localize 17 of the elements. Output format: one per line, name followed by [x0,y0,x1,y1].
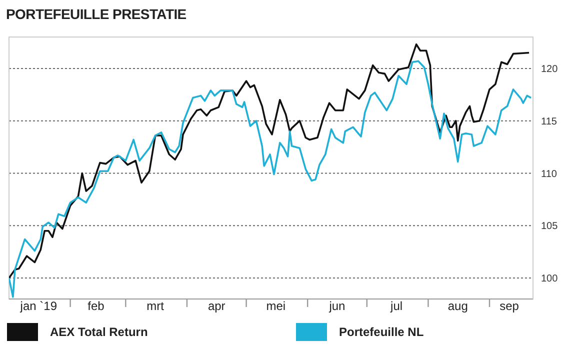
y-tick-label: 100 [541,274,558,285]
x-tick-label: jul [390,299,403,313]
chart-title: PORTEFEUILLE PRESTATIE [6,6,186,22]
x-tick-label: mei [266,299,286,313]
x-tick-label: apr [208,299,226,313]
x-tick-label: aug [448,299,468,313]
y-tick-label: 105 [541,221,558,232]
x-tick-label: feb [88,299,105,313]
legend-label: AEX Total Return [50,325,148,339]
x-tick-label: jan `19 [19,299,58,313]
y-tick-label: 110 [541,168,558,180]
legend-label: Portefeuille NL [339,325,424,339]
y-tick-label: 120 [541,64,558,75]
x-tick-label: mrt [146,299,165,313]
x-tick-label: jun [328,299,346,313]
x-tick-label: sep [500,299,520,313]
y-tick-label: 115 [541,116,558,128]
